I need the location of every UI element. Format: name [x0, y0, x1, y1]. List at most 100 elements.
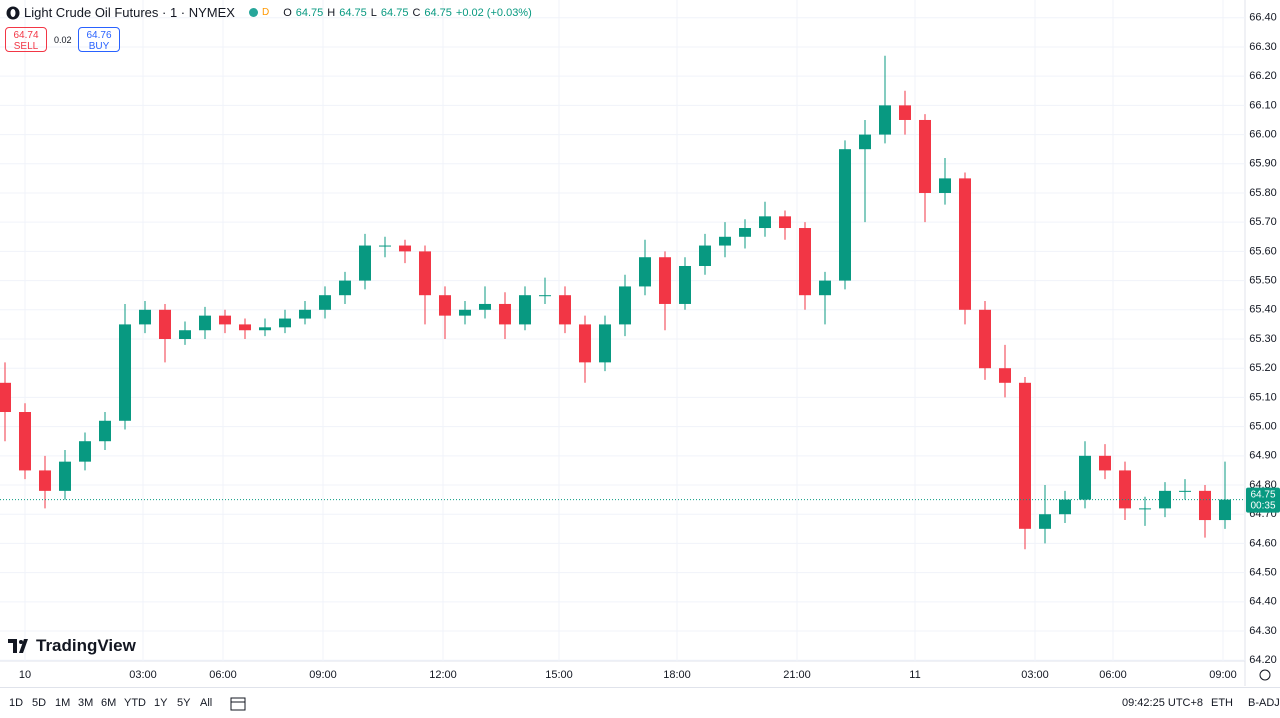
h-value: 64.75: [339, 6, 367, 19]
range-button[interactable]: 6M: [101, 697, 117, 709]
logo-text: TradingView: [36, 636, 136, 655]
range-button[interactable]: 1M: [55, 697, 71, 709]
candle-body: [459, 309, 471, 316]
candle-body: [739, 228, 751, 237]
candle-body: [799, 228, 811, 296]
x-tick-label: 06:00: [1099, 669, 1127, 681]
l-value: 64.75: [380, 6, 409, 19]
x-tick-label: 15:00: [545, 669, 573, 681]
session[interactable]: ETH: [1211, 697, 1233, 709]
range-button[interactable]: All: [200, 697, 213, 709]
countdown: 00:35: [1250, 500, 1275, 511]
candle-body: [119, 324, 131, 421]
candle-body: [439, 295, 451, 316]
candle-body: [1099, 455, 1111, 471]
candle-body: [579, 324, 591, 363]
candle-body: [319, 295, 331, 310]
candle-body: [379, 245, 391, 247]
candle-body: [1199, 490, 1211, 521]
y-tick-label: 65.70: [1249, 216, 1277, 228]
y-tick-label: 66.30: [1249, 41, 1277, 53]
candle-body: [1119, 470, 1131, 509]
candle-body: [959, 178, 971, 310]
logo-icon: [8, 639, 28, 653]
date-range-icon[interactable]: [230, 695, 246, 711]
y-tick-label: 65.40: [1249, 304, 1277, 316]
range-button[interactable]: YTD: [124, 697, 146, 709]
h-label: H: [327, 6, 336, 19]
x-tick-label: 03:00: [1021, 669, 1049, 681]
candle-body: [819, 280, 831, 296]
range-button[interactable]: 1Y: [154, 697, 168, 709]
candle-body: [79, 441, 91, 462]
c-label: C: [412, 6, 421, 19]
candle-body: [699, 245, 711, 266]
x-tick-label: 12:00: [429, 669, 457, 681]
candle-body: [719, 236, 731, 246]
candle-body: [1019, 382, 1031, 529]
candle-body: [99, 420, 111, 442]
candle-body: [779, 216, 791, 229]
candle-body: [299, 309, 311, 319]
candle-body: [1179, 490, 1191, 492]
x-tick-label: 18:00: [663, 669, 691, 681]
candle-body: [879, 105, 891, 135]
y-tick-label: 65.20: [1249, 362, 1277, 374]
l-label: L: [370, 6, 377, 19]
y-tick-label: 65.10: [1249, 391, 1277, 403]
candle-body: [1059, 499, 1071, 515]
range-button[interactable]: 1D: [9, 697, 24, 709]
candle-body: [0, 382, 11, 413]
sell-price: 64.74: [13, 30, 39, 41]
candle-body: [1139, 508, 1151, 510]
candle-body: [899, 105, 911, 120]
candle-body: [199, 315, 211, 331]
y-tick-label: 65.90: [1249, 158, 1277, 170]
adjust[interactable]: B-ADJ: [1248, 697, 1280, 709]
title: Light Crude Oil Futures · 1 · NYMEX: [24, 5, 235, 20]
candle-body: [39, 470, 51, 491]
candle-body: [839, 149, 851, 281]
x-tick-label: 09:00: [1209, 669, 1237, 681]
x-tick-label: 10: [19, 669, 31, 681]
candle-body: [659, 257, 671, 304]
y-tick-label: 64.30: [1249, 625, 1277, 637]
range-button[interactable]: 5D: [32, 697, 47, 709]
candle-body: [759, 216, 771, 229]
status-dot: [248, 8, 258, 17]
badge: D: [261, 7, 270, 18]
y-tick-label: 64.60: [1249, 537, 1277, 549]
candle-body: [339, 280, 351, 296]
toolbar: 09:42:25 UTC+8 ETH B-ADJ 1D 5D 1M 3M 6M YTD 1Y…: [0, 687, 1280, 718]
y-tick-label: 66.20: [1249, 70, 1277, 82]
candle-body: [499, 303, 511, 325]
x-tick-label: 03:00: [129, 669, 157, 681]
candle-body: [999, 368, 1011, 383]
change: +0.02 (+0.03%): [455, 6, 532, 19]
candle-body: [359, 245, 371, 281]
candle-body: [419, 251, 431, 296]
x-tick-label: 21:00: [783, 669, 811, 681]
range-button[interactable]: 3M: [78, 697, 94, 709]
y-tick-label: 65.30: [1249, 333, 1277, 345]
candle-body: [259, 327, 271, 331]
candle-body: [679, 265, 691, 304]
y-tick-label: 64.90: [1249, 450, 1277, 462]
range-button[interactable]: 5Y: [177, 697, 191, 709]
y-tick-label: 64.50: [1249, 567, 1277, 579]
candle-body: [859, 134, 871, 150]
c-value: 64.75: [424, 6, 452, 19]
o-label: O: [283, 6, 292, 19]
last-price-tag: [1246, 487, 1280, 513]
candle-body: [19, 412, 31, 471]
x-tick-label: 09:00: [309, 669, 337, 681]
buy-button[interactable]: 64.76 BUY: [78, 27, 120, 52]
sell-button[interactable]: 64.74 SELL: [5, 27, 47, 52]
y-tick-label: 65.00: [1249, 421, 1277, 433]
y-tick-label: 64.20: [1249, 654, 1277, 666]
candle-body: [399, 245, 411, 252]
candle-body: [519, 295, 531, 325]
y-tick-label: 65.50: [1249, 274, 1277, 286]
settings-icon: [1259, 669, 1271, 681]
candle-body: [939, 178, 951, 193]
